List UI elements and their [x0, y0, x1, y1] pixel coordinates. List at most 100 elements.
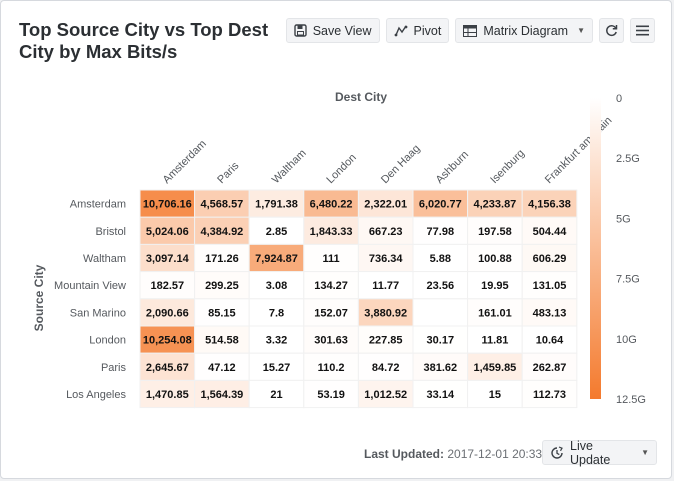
cell-value-label: 11.81 — [481, 335, 508, 347]
heatmap-chart: Dest City Source City 10,706.16 4,568.57 1… — [32, 90, 646, 409]
cell-value-label: 5,024.06 — [146, 226, 189, 238]
cell-value-label: 2,645.67 — [146, 362, 189, 374]
heatmap-cell[interactable] — [248, 189, 305, 218]
color-scale-tick: 12.5G — [616, 394, 646, 406]
heatmap-cell[interactable] — [521, 243, 578, 273]
column-label: Waltham — [270, 147, 309, 186]
heatmap-cell[interactable] — [357, 352, 414, 381]
heatmap-cell[interactable] — [194, 325, 250, 354]
column-label: Den Haag — [379, 143, 423, 187]
cell-value-label: 134.27 — [314, 280, 348, 292]
cell-value-label: 3,880.92 — [364, 307, 407, 319]
save-icon — [293, 24, 307, 37]
cell-value-label: 2.85 — [266, 226, 287, 238]
cell-value-label: 10,706.16 — [143, 199, 192, 211]
heatmap-cell[interactable] — [412, 298, 469, 327]
heatmap-cell[interactable] — [194, 243, 250, 273]
pivot-icon — [394, 25, 408, 37]
cell-value-label: 1,470.85 — [146, 389, 189, 401]
chevron-down-icon: ▼ — [641, 448, 649, 457]
cell-value-label: 3,097.14 — [146, 253, 190, 265]
heatmap-cell[interactable] — [412, 325, 469, 354]
cell-value-label: 3.32 — [266, 335, 287, 347]
refresh-button[interactable] — [599, 18, 624, 43]
row-label: San Marino — [70, 307, 126, 319]
cell-value-label: 667.23 — [369, 226, 403, 238]
heatmap-cell[interactable] — [248, 271, 305, 300]
heatmap-cell[interactable] — [248, 379, 305, 409]
heatmap-cell[interactable] — [139, 243, 196, 273]
cell-value-label: 10.64 — [536, 335, 564, 347]
cell-value-label: 19.95 — [481, 280, 509, 292]
pivot-button[interactable]: Pivot — [385, 18, 450, 43]
cell-value-label: 301.63 — [314, 335, 348, 347]
heatmap-cell[interactable] — [521, 271, 578, 300]
cell-value-label: 1,791.38 — [255, 199, 298, 211]
heatmap-cell[interactable] — [521, 189, 578, 218]
column-label: Frankfurt am Main — [543, 115, 615, 187]
last-updated-label: Last Updated: — [364, 447, 445, 461]
heatmap-cell[interactable] — [303, 325, 359, 354]
cell-value-label: 299.25 — [205, 280, 239, 292]
heatmap-cell[interactable] — [248, 243, 305, 273]
live-update-button[interactable]: Live Update ▼ — [542, 439, 657, 467]
heatmap-cell[interactable] — [412, 379, 469, 409]
cell-value-label: 11.77 — [372, 280, 399, 292]
cell-value-label: 514.58 — [205, 335, 239, 347]
heatmap-cell[interactable] — [467, 243, 523, 273]
heatmap-cell[interactable] — [303, 189, 359, 218]
heatmap-cell[interactable] — [139, 189, 196, 218]
heatmap-cell[interactable] — [303, 271, 359, 300]
cell-value-label: 5.88 — [430, 253, 451, 265]
heatmap-cell[interactable] — [194, 271, 250, 300]
cell-value-label: 7.8 — [269, 307, 284, 319]
cell-value-label: 21 — [270, 389, 282, 401]
color-scale-tick: 7.5G — [616, 274, 640, 286]
heatmap-cell[interactable] — [194, 379, 250, 409]
heatmap-cell[interactable] — [521, 216, 578, 245]
column-label: Ashburn — [434, 149, 471, 186]
last-updated-value: 2017-12-01 20:33 — [447, 447, 543, 461]
column-label: Isenburg — [488, 147, 527, 186]
heatmap-cell[interactable] — [412, 243, 469, 273]
save-view-button[interactable]: Save View — [285, 18, 380, 43]
heatmap-cell[interactable] — [357, 379, 414, 409]
y-axis-title: Source City — [32, 264, 46, 331]
chart-type-select[interactable]: Matrix Diagram ▼ — [455, 18, 593, 43]
cell-value-label: 7,924.87 — [255, 253, 298, 265]
cell-value-label: 736.34 — [369, 253, 404, 265]
heatmap-cell[interactable] — [303, 243, 359, 273]
last-updated: Last Updated: 2017-12-01 20:33 — [364, 447, 542, 461]
cell-value-label: 131.05 — [533, 280, 567, 292]
row-label: Amsterdam — [70, 199, 126, 211]
heatmap-cell[interactable] — [467, 325, 523, 354]
chart-title: Top Source City vs Top Dest City by Max … — [19, 19, 269, 62]
cell-value-label: 4,384.92 — [200, 226, 243, 238]
heatmap-cell[interactable] — [303, 379, 359, 409]
heatmap-cell[interactable] — [139, 216, 196, 245]
save-view-label: Save View — [312, 23, 372, 38]
cell-value-label: 53.19 — [317, 389, 345, 401]
heatmap-cell[interactable] — [412, 352, 469, 381]
cell-value-label: 112.73 — [533, 389, 566, 401]
cell-value-label: 3.08 — [266, 280, 287, 292]
cell-value-label: 197.58 — [478, 226, 512, 238]
heatmap-cell[interactable] — [412, 216, 469, 245]
cell-value-label: 1,843.33 — [310, 226, 353, 238]
cell-value-label: 110.2 — [318, 362, 345, 374]
cell-value-label: 4,156.38 — [528, 199, 571, 211]
row-label: Bristol — [95, 226, 126, 238]
heatmap-cell[interactable] — [357, 189, 414, 218]
menu-button[interactable] — [630, 18, 655, 43]
cell-value-label: 23.56 — [427, 280, 455, 292]
heatmap-cell[interactable] — [521, 379, 578, 409]
row-label: Paris — [101, 362, 127, 374]
heatmap-cell[interactable] — [194, 352, 250, 381]
cell-value-label: 15.27 — [263, 362, 291, 374]
cell-value-label: 262.87 — [533, 362, 567, 374]
cell-value-label: 182.57 — [150, 280, 184, 292]
heatmap-cell[interactable] — [139, 379, 196, 409]
heatmap-cell[interactable] — [248, 325, 305, 354]
heatmap-cell[interactable] — [467, 298, 523, 327]
